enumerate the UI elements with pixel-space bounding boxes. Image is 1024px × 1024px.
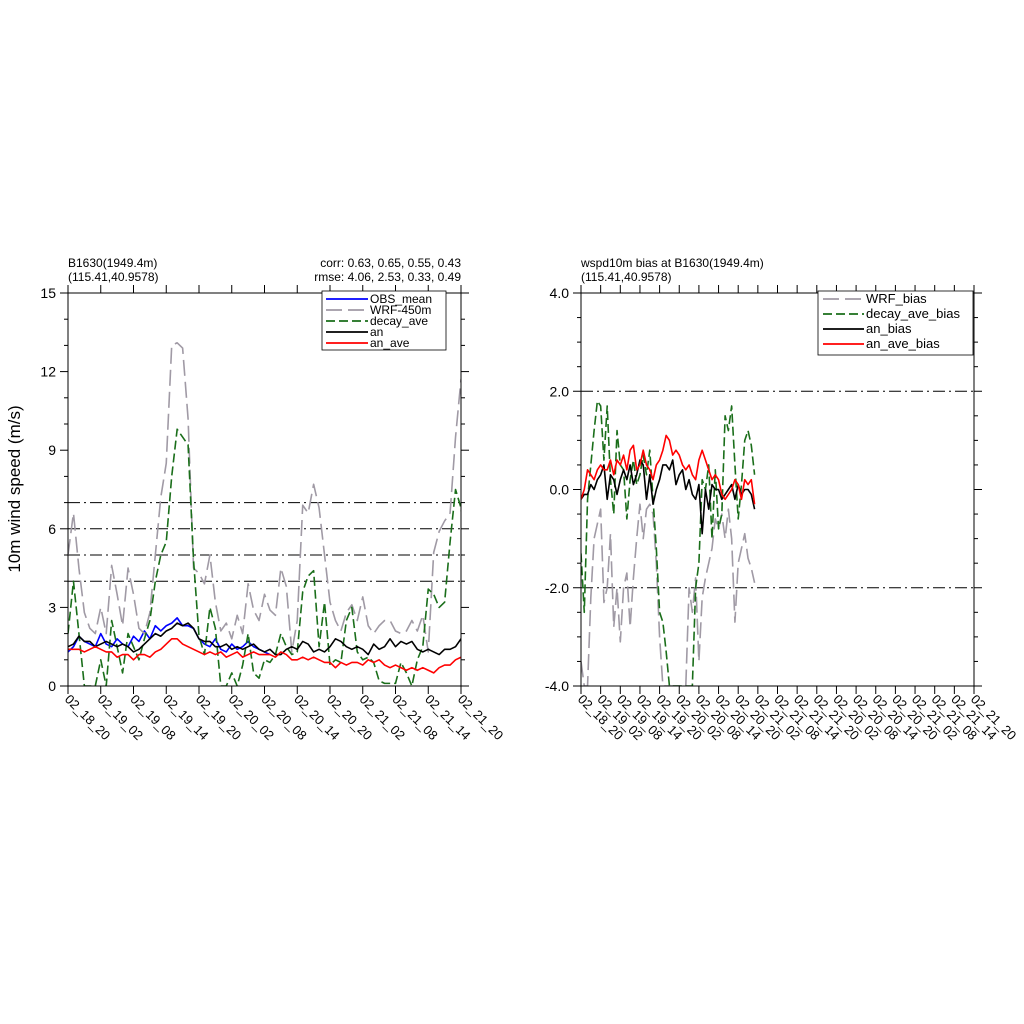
left-panel-title-line-2: (115.41,40.9578) <box>68 270 159 284</box>
legend-label: decay_ave <box>370 314 428 328</box>
left-panel-y-axis-label: 10m wind speed (m/s) <box>5 405 24 572</box>
legend-label: an_bias <box>866 321 912 336</box>
right-panel-axes: -4.0-2.00.02.04.002_18_2002_19_0202_19_0… <box>545 285 1019 743</box>
legend-label: OBS_mean <box>370 292 432 306</box>
legend-label: an_ave <box>370 336 410 350</box>
series-line-an-bias <box>581 459 756 535</box>
y-tick-label: 0 <box>48 678 56 694</box>
legend-label: decay_ave_bias <box>866 306 960 321</box>
left-panel-stats-corr: corr: 0.63, 0.65, 0.55, 0.43 <box>320 256 461 270</box>
y-tick-label: 12 <box>40 364 56 380</box>
series-line-wrf-450m <box>68 341 461 653</box>
y-tick-label: 15 <box>40 285 56 301</box>
series-line-wrf-bias <box>581 503 756 686</box>
wind-speed-panel: B1630(1949.4m) (115.41,40.9578) corr: 0.… <box>5 256 506 743</box>
y-tick-label: 2.0 <box>550 383 570 399</box>
series-line-decay-ave-bias <box>581 400 756 686</box>
y-tick-label: 9 <box>48 442 56 458</box>
series-line-an <box>68 622 461 656</box>
left-panel-reference-lines <box>68 502 461 582</box>
left-panel-series <box>68 341 461 686</box>
left-panel-stats-rmse: rmse: 4.06, 2.53, 0.33, 0.49 <box>314 270 461 284</box>
bias-panel: wspd10m bias at B1630(1949.4m) (115.41,4… <box>545 256 1020 743</box>
right-panel-reference-lines <box>581 390 974 589</box>
legend-label: an_ave_bias <box>866 336 940 351</box>
series-line-an-ave <box>68 638 461 674</box>
right-panel-title-line-2: (115.41,40.9578) <box>581 270 672 284</box>
y-tick-label: 0.0 <box>550 482 570 498</box>
legend-label: WRF-450m <box>370 303 431 317</box>
series-line-decay-ave <box>68 428 461 686</box>
right-panel-title-line-1: wspd10m bias at B1630(1949.4m) <box>580 256 764 270</box>
right-panel-series <box>581 400 756 686</box>
y-tick-label: 6 <box>48 521 56 537</box>
series-line-an-ave-bias <box>581 434 756 505</box>
y-tick-label: -2.0 <box>545 580 569 596</box>
plot-frame <box>67 292 462 687</box>
legend-label: WRF_bias <box>866 291 927 306</box>
left-panel-axes: 0369121502_18_2002_19_0202_19_0802_19_14… <box>40 285 506 743</box>
y-tick-label: 4.0 <box>550 285 570 301</box>
series-line-obs-mean <box>68 617 271 656</box>
y-tick-label: 3 <box>48 599 56 615</box>
legend-label: an <box>370 325 383 339</box>
y-tick-label: -4.0 <box>545 678 569 694</box>
left-panel-title-line-1: B1630(1949.4m) <box>68 256 157 270</box>
